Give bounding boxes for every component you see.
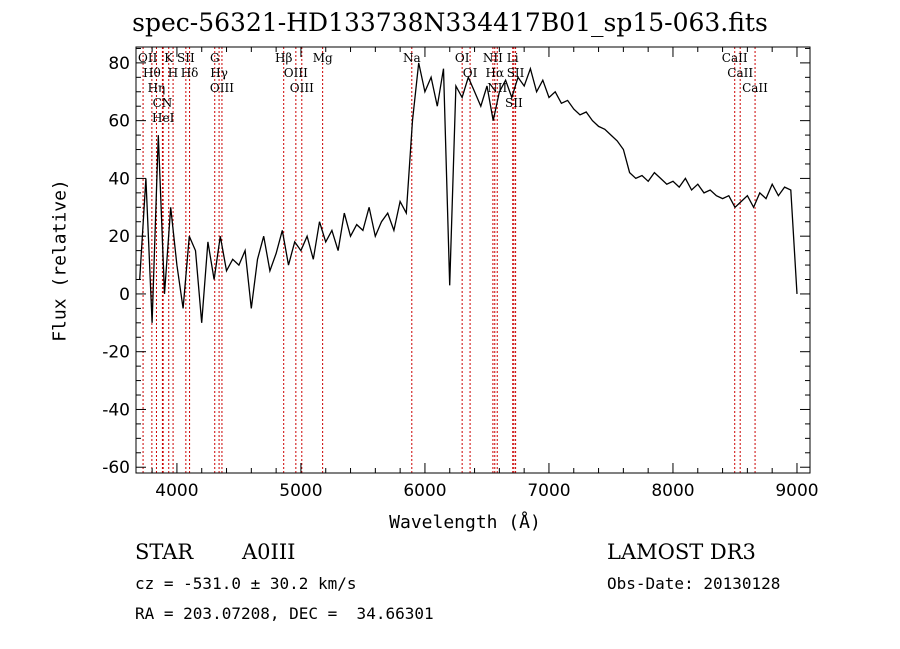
x-tick-label: 6000 xyxy=(403,481,446,501)
spectral-line-label: CaII xyxy=(742,81,768,95)
redshift-info: cz = -531.0 ± 30.2 km/s xyxy=(135,574,357,593)
survey-name: LAMOST DR3 xyxy=(607,540,756,564)
spectral-line-label: SII xyxy=(505,96,523,110)
spectral-line-label: Hγ xyxy=(210,66,228,80)
x-axis-label: Wavelength (Å) xyxy=(389,512,541,533)
spectral-line-label: Na xyxy=(403,51,421,65)
spectral-line-label: NII xyxy=(487,81,507,95)
spectral-line-label: Hη xyxy=(148,81,166,95)
spectral-line-label: Hα xyxy=(486,66,505,80)
spectral-line-label: OIII xyxy=(290,81,314,95)
x-tick-label: 9000 xyxy=(775,481,818,501)
y-tick-label: 80 xyxy=(108,54,130,74)
observation-date: Obs-Date: 20130128 xyxy=(607,574,781,593)
y-axis-label: Flux (relative) xyxy=(49,179,71,342)
x-tick-label: 4000 xyxy=(155,481,198,501)
spectral-line-label: OI xyxy=(463,66,478,80)
spectral-line-label: G xyxy=(210,51,220,65)
spectral-line-label: K xyxy=(164,51,174,65)
spectral-line-label: OIII xyxy=(284,66,308,80)
spectrum-line xyxy=(139,62,798,323)
spectral-line-label: SII xyxy=(177,51,195,65)
x-tick-label: 8000 xyxy=(651,481,694,501)
spectral-line-label: Hδ xyxy=(181,66,199,80)
y-tick-label: 20 xyxy=(108,227,130,247)
chart-title: spec-56321-HD133738N334417B01_sp15-063.f… xyxy=(132,8,768,37)
y-tick-label: -20 xyxy=(102,343,130,363)
x-tick-label: 5000 xyxy=(279,481,322,501)
coordinates-info: RA = 203.07208, DEC = 34.66301 xyxy=(135,604,434,623)
spectral-line-label: OIII xyxy=(210,81,234,95)
spectral-line-label: OI xyxy=(455,51,470,65)
spectral-line-label: CN xyxy=(153,96,173,110)
spectral-line-label: NII xyxy=(483,51,503,65)
y-tick-label: 0 xyxy=(119,285,130,305)
y-tick-label: -40 xyxy=(102,400,130,420)
spectral-line-label: Hβ xyxy=(275,51,292,65)
object-class: STAR xyxy=(135,540,194,564)
spectral-line-label: CaII xyxy=(727,66,753,80)
y-tick-label: 40 xyxy=(108,169,130,189)
y-tick-label: 60 xyxy=(108,112,130,132)
plot-frame xyxy=(135,46,811,474)
spectral-line-label: Mg xyxy=(313,51,333,65)
spectral-line-label: Hθ xyxy=(143,66,161,80)
x-tick-label: 7000 xyxy=(527,481,570,501)
spectral-line-label: OII xyxy=(138,51,158,65)
spectral-line-label: SII xyxy=(507,66,525,80)
spectral-line-label: H xyxy=(168,66,178,80)
spectral-line-label: CaII xyxy=(722,51,748,65)
object-subclass: A0III xyxy=(242,540,296,564)
spectral-line-label: Li xyxy=(507,51,519,65)
spectral-line-label: HeI xyxy=(152,111,175,125)
y-tick-label: -60 xyxy=(102,458,130,478)
